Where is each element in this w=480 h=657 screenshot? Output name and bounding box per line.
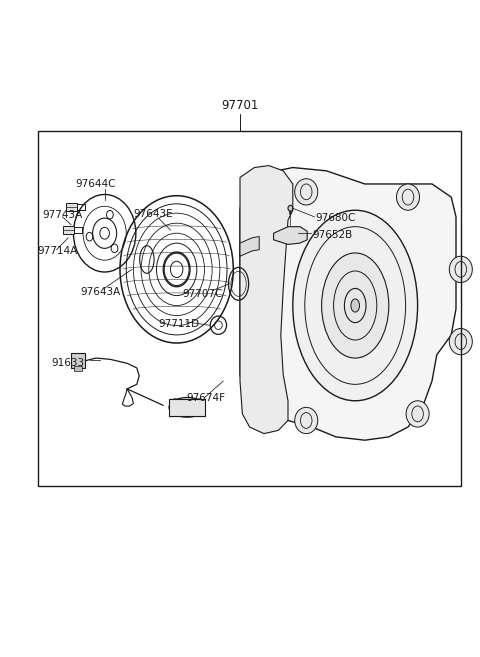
Ellipse shape — [293, 210, 418, 401]
Text: 97674F: 97674F — [186, 393, 225, 403]
Bar — [38, 131, 461, 486]
Ellipse shape — [449, 256, 472, 283]
Ellipse shape — [396, 184, 420, 210]
Text: 97714A: 97714A — [37, 246, 78, 256]
Text: 97680C: 97680C — [316, 213, 356, 223]
Polygon shape — [240, 237, 259, 256]
Ellipse shape — [295, 407, 318, 434]
Bar — [71, 353, 85, 368]
Text: 97643E: 97643E — [133, 209, 173, 219]
Text: 97701: 97701 — [221, 99, 259, 112]
Ellipse shape — [169, 397, 205, 417]
Text: 97743A: 97743A — [42, 210, 83, 221]
Ellipse shape — [322, 253, 389, 358]
Bar — [66, 203, 77, 211]
Bar — [169, 399, 205, 416]
Bar — [74, 366, 82, 371]
Ellipse shape — [288, 205, 293, 212]
Text: 97707C: 97707C — [182, 288, 223, 299]
Text: 97711D: 97711D — [158, 319, 200, 329]
Ellipse shape — [406, 401, 429, 427]
Ellipse shape — [449, 328, 472, 355]
Text: 91633: 91633 — [52, 357, 85, 368]
Polygon shape — [274, 227, 307, 244]
Text: 97643A: 97643A — [81, 286, 121, 297]
Ellipse shape — [351, 299, 360, 312]
Text: 97652B: 97652B — [312, 229, 352, 240]
Ellipse shape — [295, 179, 318, 205]
Polygon shape — [240, 168, 456, 440]
Text: 97644C: 97644C — [76, 179, 116, 189]
Polygon shape — [240, 166, 293, 434]
Bar — [63, 226, 74, 234]
